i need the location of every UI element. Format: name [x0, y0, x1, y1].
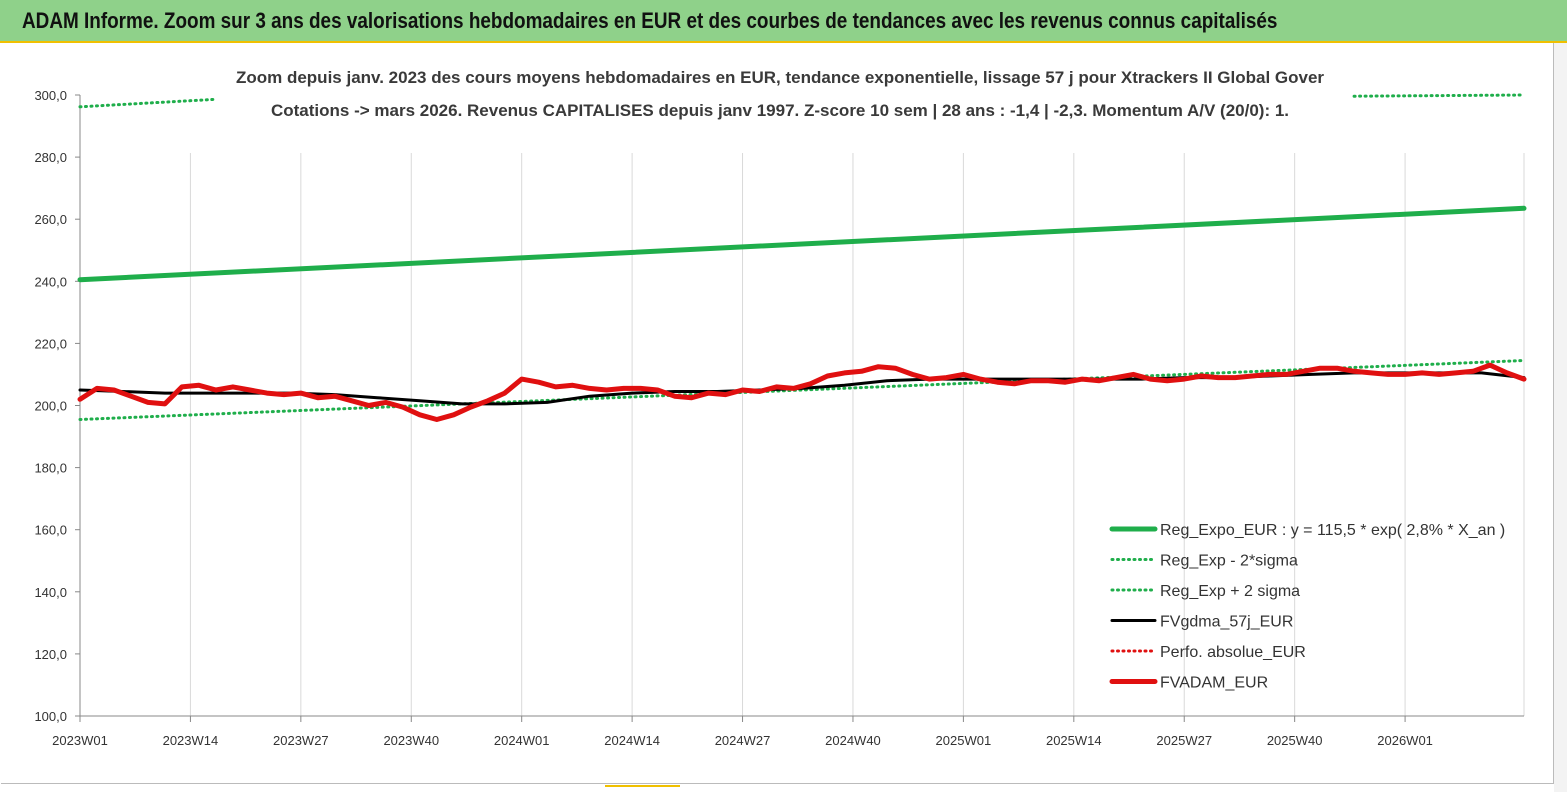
- series-line-reg-exp-2-sigma: [78, 359, 1526, 421]
- legend-label: FVADAM_EUR: [1160, 675, 1268, 692]
- report-banner: ADAM Informe. Zoom sur 3 ans des valoris…: [0, 0, 1567, 43]
- x-tick-label: 2024W27: [715, 733, 771, 748]
- right-margin-bar: [1554, 43, 1567, 792]
- x-tick-label: 2025W14: [1046, 733, 1102, 748]
- chart-subtitle: Cotations -> mars 2026. Revenus CAPITALI…: [271, 101, 1289, 120]
- y-tick-label: 280,0: [34, 150, 67, 165]
- chart-title: Zoom depuis janv. 2023 des cours moyens …: [236, 68, 1324, 87]
- y-tick-label: 300,0: [34, 88, 67, 103]
- grid-lines: [189, 153, 1525, 716]
- x-tick-label: 2025W40: [1267, 733, 1323, 748]
- series-line-reg-exp-2-sigma: [1352, 93, 1526, 98]
- x-tick-label: 2026W01: [1377, 733, 1433, 748]
- legend-label: FVgdma_57j_EUR: [1160, 614, 1293, 631]
- plot-area: [77, 93, 1527, 422]
- bottom-accent-line: [605, 785, 680, 787]
- y-tick-label: 220,0: [34, 336, 67, 351]
- legend-label: Reg_Exp + 2 sigma: [1160, 583, 1300, 600]
- y-tick-label: 200,0: [34, 399, 67, 414]
- x-tick-label: 2023W40: [383, 733, 439, 748]
- legend: Reg_Expo_EUR : y = 115,5 * exp( 2,8% * X…: [1109, 522, 1505, 692]
- y-tick-label: 120,0: [34, 647, 67, 662]
- y-tick-label: 140,0: [34, 585, 67, 600]
- y-tick-label: 260,0: [34, 212, 67, 227]
- x-tick-label: 2025W27: [1156, 733, 1212, 748]
- y-tick-label: 240,0: [34, 274, 67, 289]
- report-title: ADAM Informe. Zoom sur 3 ans des valoris…: [22, 8, 1278, 33]
- x-tick-label: 2024W40: [825, 733, 881, 748]
- y-tick-label: 160,0: [34, 523, 67, 538]
- y-tick-label: 100,0: [34, 709, 67, 724]
- legend-label: Perfo. absolue_EUR: [1160, 644, 1306, 661]
- x-tick-label: 2025W01: [936, 733, 992, 748]
- x-tick-label: 2024W01: [494, 733, 550, 748]
- series-line-reg-exp-2-sigma: [78, 97, 218, 109]
- chart-frame: [1, 43, 1554, 784]
- x-tick-label: 2023W27: [273, 733, 329, 748]
- axes: 100,0 120,0 140,0 160,0 180,0 200,0 220,0 240,0…: [34, 88, 1524, 748]
- series-line-fvadam-eur: [77, 362, 1527, 422]
- series-line-reg-expo-eur: [77, 205, 1527, 283]
- legend-label: Reg_Expo_EUR : y = 115,5 * exp( 2,8% * X…: [1160, 522, 1505, 539]
- x-tick-label: 2024W14: [604, 733, 660, 748]
- x-tick-label: 2023W14: [163, 733, 219, 748]
- x-tick-label: 2023W01: [52, 733, 108, 748]
- legend-label: Reg_Exp - 2*sigma: [1160, 553, 1298, 570]
- y-tick-label: 180,0: [34, 461, 67, 476]
